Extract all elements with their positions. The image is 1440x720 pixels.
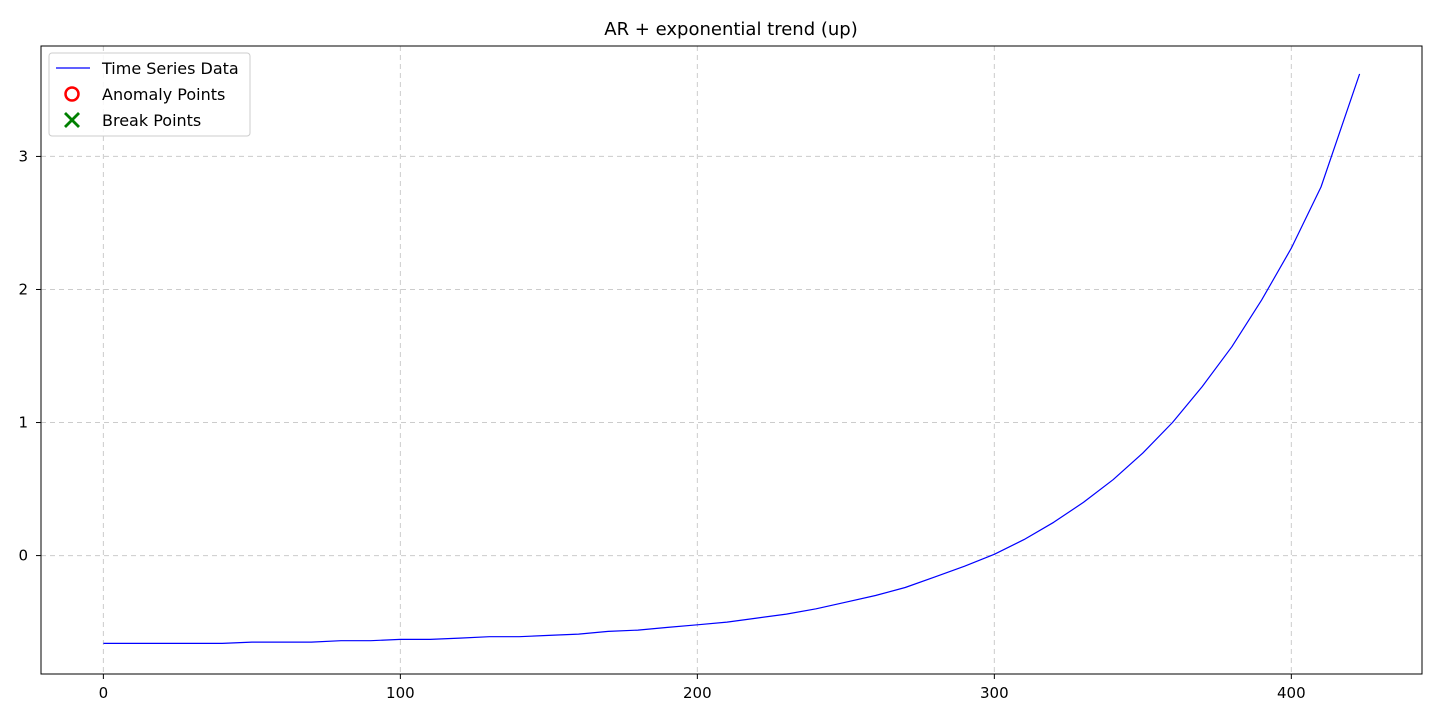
y-tick-label: 2 xyxy=(18,280,28,298)
x-tick-label: 300 xyxy=(980,684,1009,702)
legend: Time Series Data Anomaly Points Break Poin… xyxy=(48,52,251,137)
x-tick-label: 100 xyxy=(386,684,415,702)
legend-x-marker xyxy=(64,112,80,128)
x-tick-label: 0 xyxy=(99,684,109,702)
y-tick-label: 1 xyxy=(18,414,28,432)
grid xyxy=(41,46,1422,674)
y-tick-label: 0 xyxy=(18,547,28,565)
legend-circle-marker xyxy=(64,86,80,102)
x-tick-label: 200 xyxy=(683,684,712,702)
x-tick-label: 400 xyxy=(1277,684,1306,702)
plot-frame xyxy=(40,45,1423,675)
legend-box xyxy=(48,52,251,137)
chart-title: AR + exponential trend (up) xyxy=(604,19,857,40)
legend-entry-label: Time Series Data xyxy=(101,59,239,78)
legend-entry-label: Break Points xyxy=(102,111,201,130)
axes: 0 100 200 300 400 0 1 2 3 xyxy=(18,147,1305,702)
series-line xyxy=(103,73,1361,645)
y-tick-label: 3 xyxy=(18,147,28,165)
legend-entry-label: Anomaly Points xyxy=(102,85,225,104)
series-layer xyxy=(103,73,1361,645)
